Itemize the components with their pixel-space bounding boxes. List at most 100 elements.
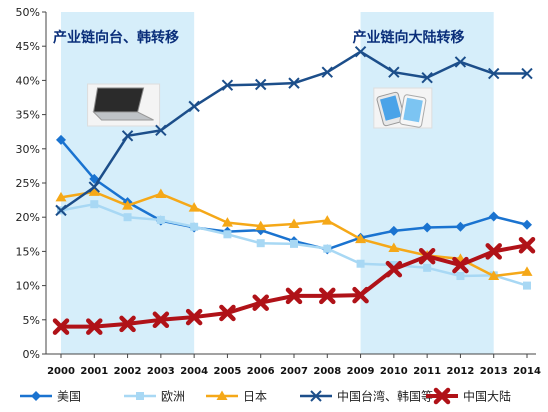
series-3 [55, 45, 533, 217]
y-tick-label: 0% [23, 348, 40, 361]
data-point [155, 124, 167, 137]
data-point [255, 220, 267, 231]
axes: 0% 5% 10% 15% 20% 25% 30% 35% 40% 45% 50% 2000 2001 2… [16, 6, 541, 377]
data-point [121, 130, 134, 142]
data-point [88, 181, 100, 193]
data-point [185, 308, 203, 326]
data-point [323, 244, 332, 253]
data-point [119, 315, 136, 333]
x-tick-label: 2007 [280, 366, 308, 377]
data-point [88, 186, 100, 196]
series-4 [52, 236, 536, 335]
data-point [319, 287, 336, 305]
data-point [223, 230, 232, 239]
data-point [86, 318, 103, 335]
legend-marker [433, 387, 451, 405]
y-tick-label: 35% [16, 109, 40, 122]
y-tick-label: 30% [16, 143, 40, 156]
y-tick-label: 25% [16, 177, 40, 190]
legend-item-3: 中国台湾、韩国等 [300, 389, 433, 404]
data-point [388, 66, 400, 78]
data-point [52, 318, 70, 335]
data-point [523, 281, 531, 290]
data-point [219, 304, 236, 322]
legend-item-0: 美国 [20, 390, 81, 404]
data-point [156, 215, 165, 224]
legend: 美国 欧洲 日本 中国台湾、韩国等 中国大陆 [20, 387, 511, 405]
data-point [355, 233, 367, 244]
legend-label: 欧洲 [161, 390, 185, 404]
y-tick-label: 10% [16, 280, 40, 293]
data-point [388, 242, 400, 252]
data-point [488, 211, 499, 222]
x-tick-label: 2009 [347, 366, 375, 377]
data-point [485, 243, 502, 260]
data-point [522, 219, 532, 230]
x-tick-label: 2014 [513, 366, 541, 377]
legend-label: 中国台湾、韩国等 [337, 389, 433, 404]
data-point [422, 222, 433, 233]
data-point [55, 191, 67, 202]
data-point [285, 287, 303, 305]
data-point [455, 221, 466, 232]
data-point [352, 286, 369, 304]
data-point [188, 100, 200, 113]
shaded-period-1 [360, 12, 494, 354]
data-point [488, 270, 500, 281]
data-point [354, 45, 367, 58]
y-tick-label: 15% [16, 245, 40, 258]
x-tick-label: 2005 [214, 366, 242, 377]
data-point [321, 66, 333, 78]
data-point [290, 239, 298, 248]
data-point [255, 78, 267, 91]
data-point [389, 261, 398, 270]
data-point [521, 266, 533, 276]
data-point [521, 67, 533, 80]
data-point [454, 56, 467, 68]
legend-label: 中国大陆 [463, 389, 511, 404]
x-tick-label: 2013 [480, 366, 508, 377]
x-tick-label: 2000 [47, 366, 75, 377]
data-point [288, 218, 300, 229]
series-lines [52, 45, 536, 335]
data-point [123, 213, 132, 222]
data-point [221, 79, 234, 91]
data-point [122, 200, 134, 210]
data-point [385, 260, 403, 278]
legend-item-4: 中国大陆 [426, 387, 511, 405]
shaded-period-label-1: 产业链向大陆转移 [353, 29, 465, 46]
x-tick-label: 2011 [413, 366, 441, 377]
legend-item-2: 日本 [206, 390, 267, 404]
x-tick-label: 2004 [180, 366, 208, 377]
legend-marker [31, 391, 41, 401]
data-point [152, 311, 170, 329]
legend-item-1: 欧洲 [124, 390, 185, 404]
data-point [55, 204, 67, 217]
data-point [256, 239, 265, 248]
laptop-image [87, 83, 161, 127]
x-tick-label: 2012 [447, 366, 475, 377]
data-point [488, 67, 500, 80]
y-tick-label: 45% [16, 40, 40, 53]
legend-marker [310, 390, 322, 402]
data-point [252, 294, 269, 311]
x-tick-label: 2008 [313, 366, 341, 377]
smartphone-image [373, 87, 433, 129]
data-point [90, 200, 99, 209]
x-tick-label: 2006 [247, 366, 275, 377]
illustrations [87, 83, 433, 129]
y-tick-label: 5% [23, 314, 40, 327]
data-point [423, 263, 432, 272]
shaded-periods: 产业链向台、韩转移 产业链向大陆转移 [53, 12, 494, 354]
data-point [418, 247, 436, 265]
data-point [56, 134, 66, 145]
x-tick-label: 2002 [114, 366, 142, 377]
legend-label: 美国 [57, 390, 81, 404]
shaded-period-label-0: 产业链向台、韩转移 [53, 29, 179, 46]
data-point [221, 217, 233, 227]
x-tick-label: 2001 [80, 366, 108, 377]
data-point [518, 236, 536, 254]
legend-marker [216, 390, 228, 400]
data-point [288, 77, 300, 89]
